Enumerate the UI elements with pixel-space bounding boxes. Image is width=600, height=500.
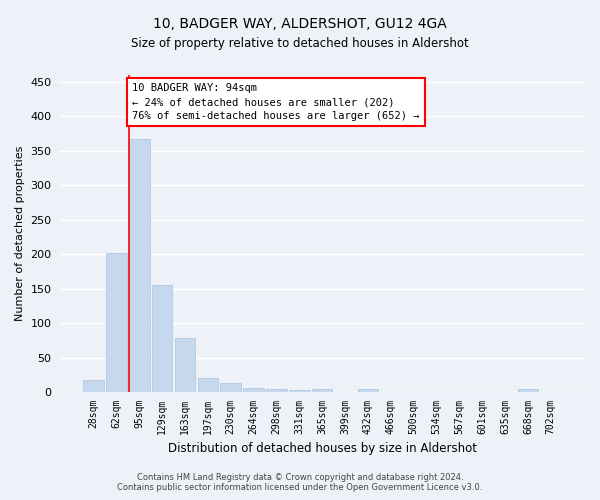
Y-axis label: Number of detached properties: Number of detached properties [15,146,25,322]
Bar [289,390,310,392]
Bar [83,380,104,392]
Bar [175,338,195,392]
Bar [197,378,218,392]
X-axis label: Distribution of detached houses by size in Aldershot: Distribution of detached houses by size … [167,442,476,455]
Text: 10 BADGER WAY: 94sqm
← 24% of detached houses are smaller (202)
76% of semi-deta: 10 BADGER WAY: 94sqm ← 24% of detached h… [133,84,420,122]
Bar [106,253,127,392]
Text: Contains HM Land Registry data © Crown copyright and database right 2024.
Contai: Contains HM Land Registry data © Crown c… [118,473,482,492]
Bar [152,286,172,392]
Bar [312,390,332,392]
Bar [220,383,241,392]
Bar [243,388,264,392]
Text: 10, BADGER WAY, ALDERSHOT, GU12 4GA: 10, BADGER WAY, ALDERSHOT, GU12 4GA [153,18,447,32]
Bar [266,388,287,392]
Bar [129,139,149,392]
Text: Size of property relative to detached houses in Aldershot: Size of property relative to detached ho… [131,38,469,51]
Bar [518,390,538,392]
Bar [358,390,378,392]
